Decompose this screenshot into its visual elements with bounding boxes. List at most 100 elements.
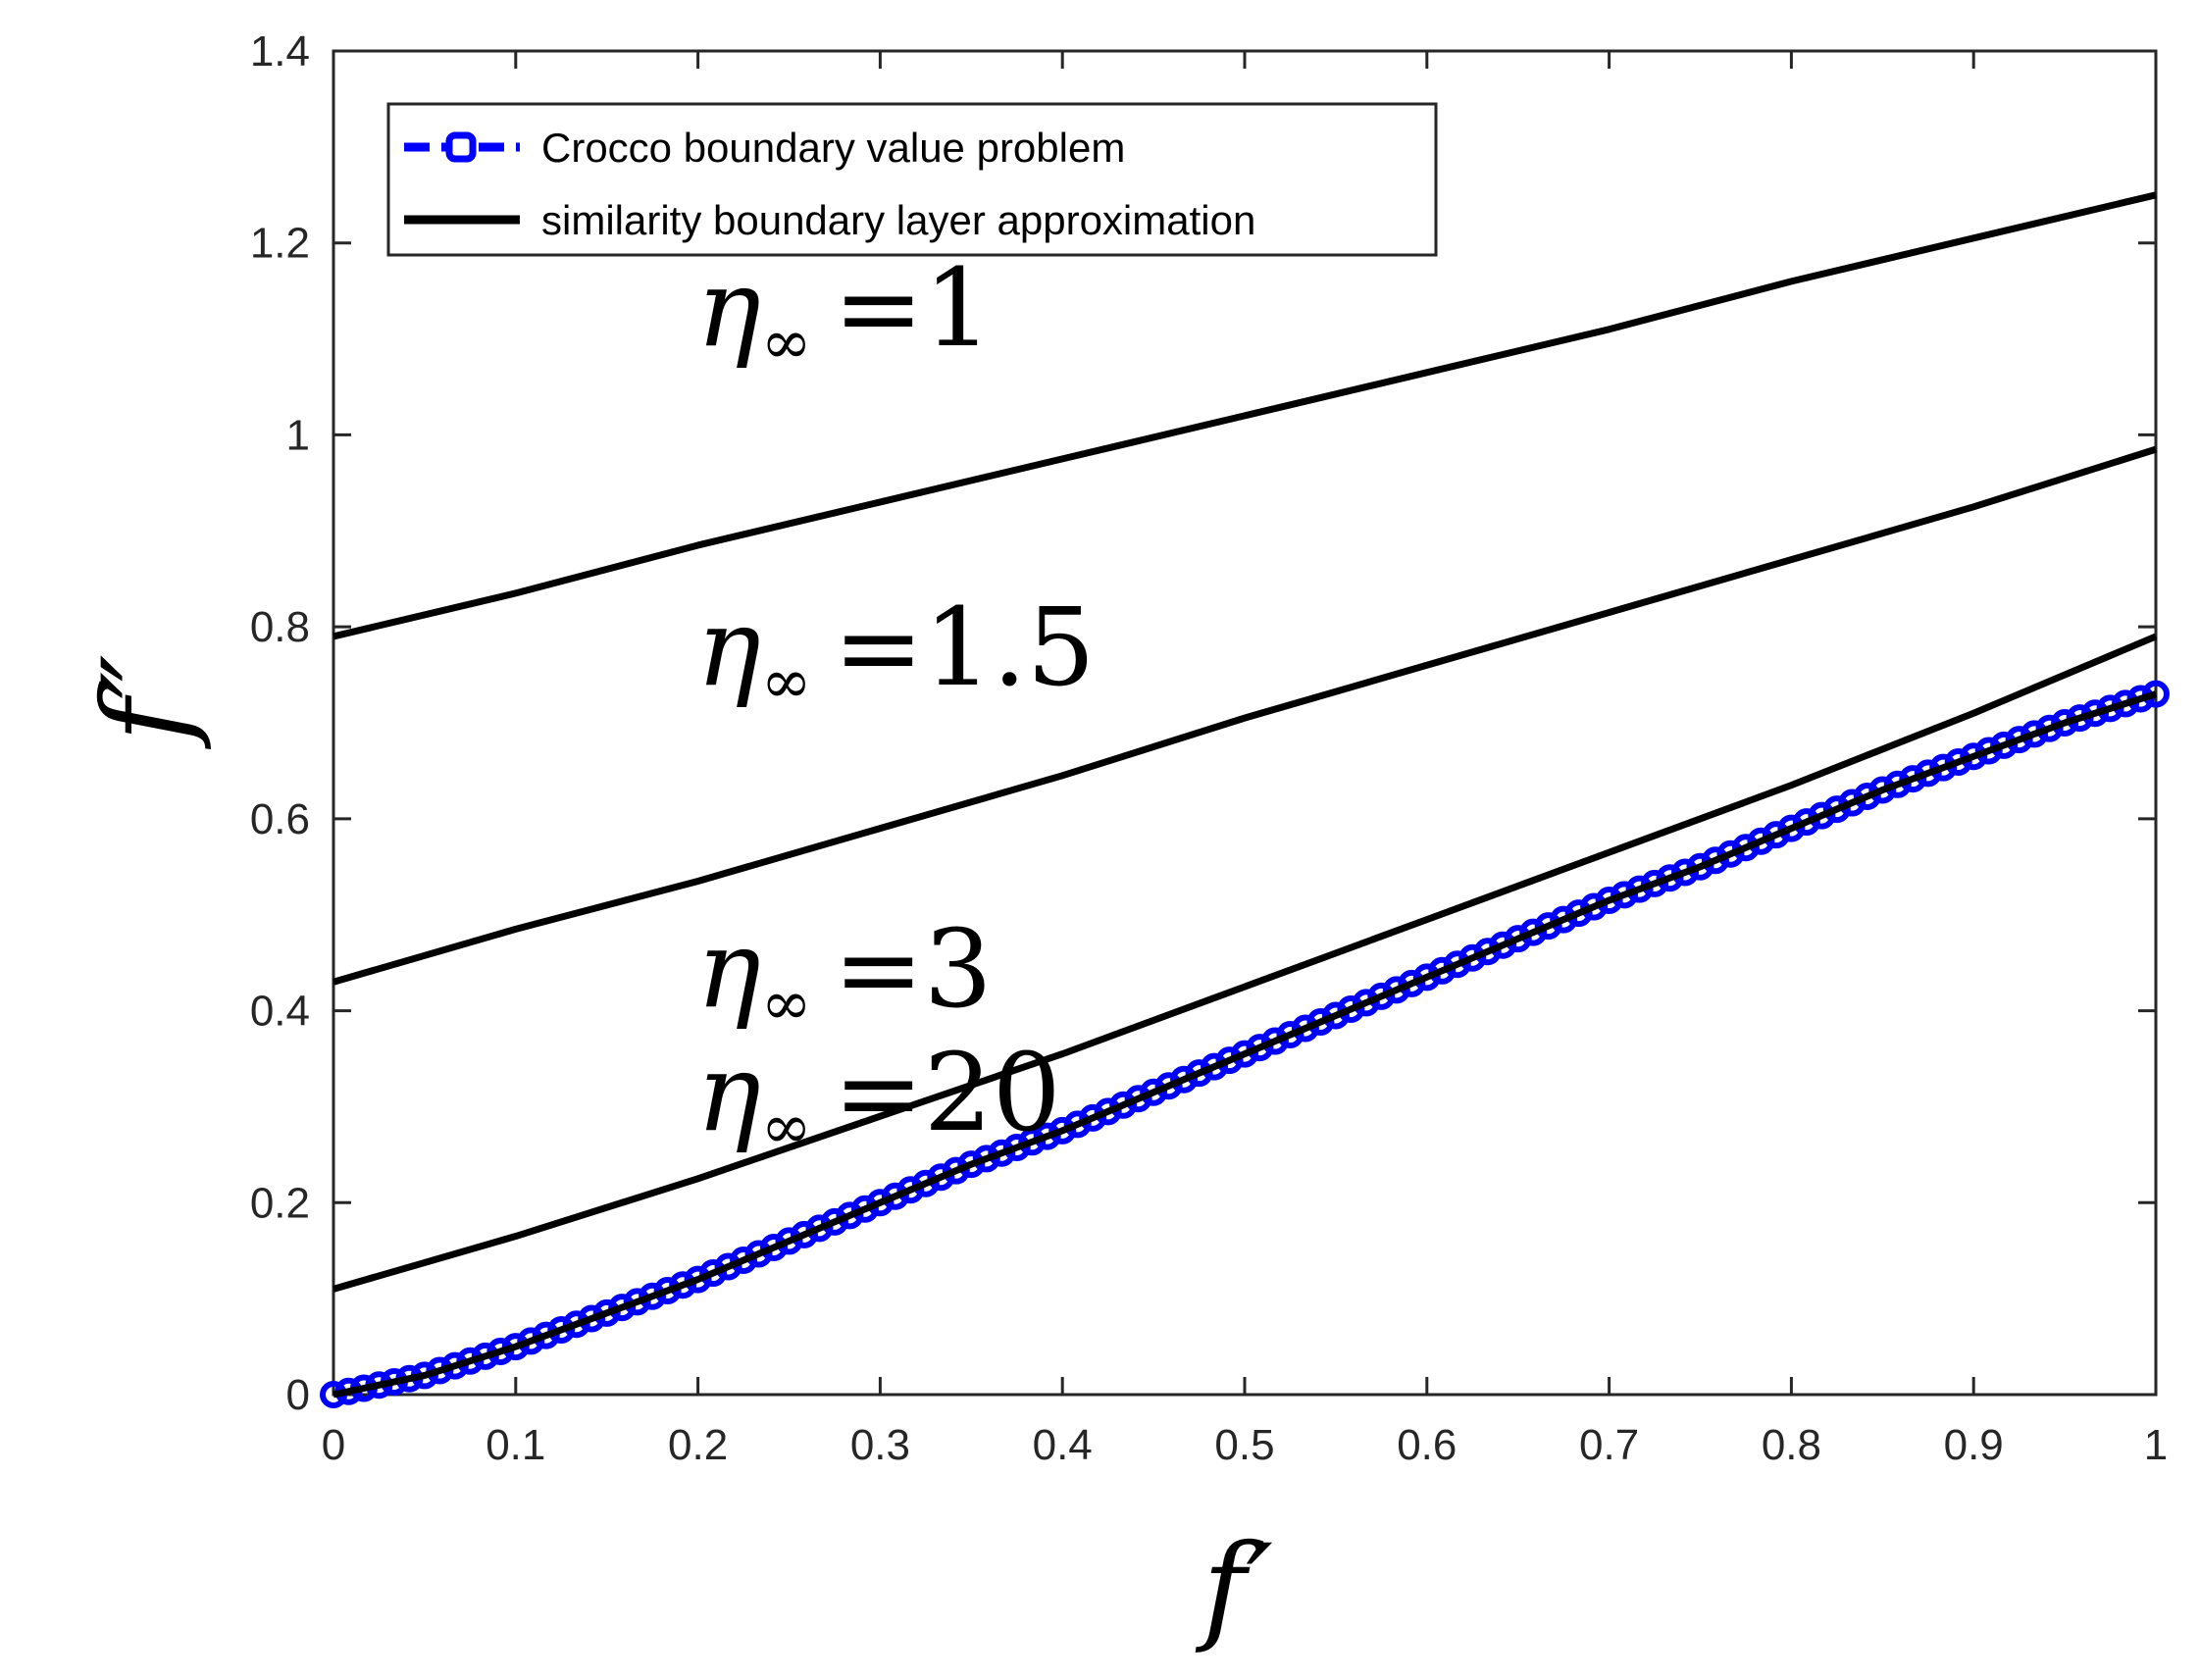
x-tick-label: 0.2 [668,1421,728,1469]
legend-box [386,102,1438,257]
crocco-marker [820,1207,848,1236]
x-tick-label: 0.1 [486,1421,545,1469]
crocco-marker [760,1233,789,1261]
crocco-marker [1154,1072,1183,1100]
crocco-marker [2005,726,2033,754]
crocco-marker [517,1327,545,1355]
y-tick-label: 0.8 [250,603,310,651]
y-tick-label: 1 [286,411,310,459]
y-tick-label: 0.6 [250,795,310,843]
crocco-marker [1352,989,1380,1017]
crocco-marker [532,1321,560,1349]
series-line-similarity-3 [332,690,2158,1399]
crocco-marker [1079,1103,1107,1132]
x-axis-label: f′ [1195,1520,1273,1656]
crocco-marker [1731,834,1760,862]
crocco-marker [1929,753,1958,782]
crocco-marker [562,1310,590,1339]
x-tick-label: 0.9 [1944,1421,2004,1469]
crocco-marker [1534,912,1562,941]
crocco-marker [1489,931,1517,959]
legend-label-crocco: Crocco boundary value problem [541,125,1125,171]
crocco-marker [1914,759,1942,788]
x-tick-label: 0 [322,1421,345,1469]
crocco-marker [684,1265,712,1294]
crocco-marker [1701,846,1729,875]
crocco-marker [1747,827,1775,855]
crocco-marker [1109,1091,1138,1119]
crocco-marker [1018,1128,1047,1156]
crocco-marker [1170,1065,1199,1094]
crocco-marker [866,1189,895,1217]
crocco-marker [836,1201,864,1230]
crocco-marker [1595,887,1623,915]
marker-layer [320,680,2170,1408]
crocco-marker [1868,776,1897,804]
annotation-eta-1-5: η∞ =1.5 [696,585,1096,717]
crocco-marker [1990,731,2019,759]
crocco-marker [1808,801,1836,830]
crocco-marker [775,1227,803,1255]
crocco-marker [1458,943,1487,972]
crocco-marker [1443,950,1471,979]
crocco-marker [669,1271,697,1299]
crocco-marker [2020,720,2049,748]
annotation-eta-20: η∞ =20 [696,1030,1061,1162]
crocco-marker [1671,858,1700,887]
series-layer [332,191,2158,1293]
crocco-marker [896,1176,925,1204]
plot-area [332,49,2158,1397]
crocco-marker [1048,1116,1077,1145]
crocco-marker [942,1156,970,1185]
crocco-marker [1321,1001,1350,1030]
crocco-marker [1428,956,1457,985]
crocco-marker [1276,1021,1304,1049]
crocco-marker [653,1276,682,1304]
legend: Crocco boundary value problem similarity… [386,102,1438,257]
y-tick-label: 0 [286,1371,310,1419]
crocco-marker [1641,869,1669,897]
crocco-marker [850,1195,879,1223]
crocco-marker [1185,1059,1213,1088]
crocco-marker [1611,881,1639,909]
crocco-marker [1124,1085,1152,1113]
x-axis: 0 0.1 0.2 0.3 0.4 0.5 0.6 0.7 0.8 0.9 1 [322,51,2168,1469]
annotations: η∞ =1 η∞ =1.5 η∞ =3 η∞ =20 [696,245,1096,1162]
crocco-marker [1382,976,1410,1004]
crocco-marker [714,1252,742,1281]
series-line-similarity-0 [332,191,2157,640]
crocco-marker [1412,963,1441,992]
crocco-marker [2035,714,2064,742]
x-tick-label: 0.3 [850,1421,910,1469]
x-tick-label: 0.7 [1579,1421,1639,1469]
crocco-marker [699,1259,728,1288]
crocco-marker [881,1182,909,1210]
crocco-marker [730,1247,758,1274]
crocco-marker [1960,742,1988,771]
crocco-marker [1656,864,1684,892]
crocco-marker [972,1145,1000,1173]
x-tick-label: 0.4 [1033,1421,1093,1469]
crocco-marker [1215,1046,1244,1075]
crocco-marker [1686,852,1714,881]
crocco-marker [790,1220,818,1248]
crocco-marker [1822,795,1851,824]
crocco-marker [1625,875,1654,903]
y-tick-label: 0.2 [250,1179,310,1227]
crocco-marker [1838,789,1867,817]
crocco-marker [1367,982,1396,1010]
crocco-marker [1337,994,1365,1023]
crocco-marker [1716,840,1745,868]
crocco-marker [1140,1078,1168,1106]
crocco-marker [1944,747,1972,776]
annotation-eta-3: η∞ =3 [696,906,993,1039]
crocco-marker [744,1240,773,1268]
crocco-marker [1564,899,1593,928]
x-tick-label: 0.6 [1397,1421,1457,1469]
x-tick-label: 0.5 [1214,1421,1274,1469]
y-tick-label: 1.2 [250,220,310,268]
crocco-marker [639,1282,667,1310]
crocco-marker [1504,925,1532,953]
y-axis-label: f″ [78,654,215,749]
